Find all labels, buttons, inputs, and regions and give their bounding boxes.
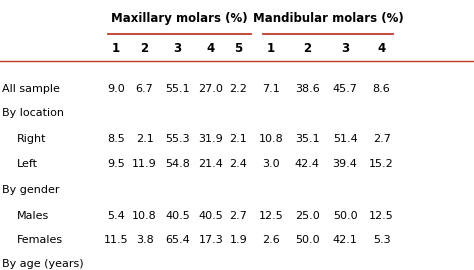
- Text: 27.0: 27.0: [199, 84, 223, 94]
- Text: 39.4: 39.4: [333, 159, 357, 169]
- Text: 2.1: 2.1: [136, 134, 154, 144]
- Text: 1: 1: [267, 42, 275, 55]
- Text: 9.5: 9.5: [107, 159, 125, 169]
- Text: 42.4: 42.4: [295, 159, 319, 169]
- Text: 42.1: 42.1: [333, 235, 357, 245]
- Text: 9.0: 9.0: [107, 84, 125, 94]
- Text: 2.2: 2.2: [229, 84, 247, 94]
- Text: 65.4: 65.4: [165, 235, 190, 245]
- Text: 51.4: 51.4: [333, 134, 357, 144]
- Text: 3: 3: [173, 42, 182, 55]
- Text: 12.5: 12.5: [369, 211, 394, 221]
- Text: 45.7: 45.7: [333, 84, 357, 94]
- Text: 55.3: 55.3: [165, 134, 190, 144]
- Text: 7.1: 7.1: [262, 84, 280, 94]
- Text: 2.4: 2.4: [229, 159, 247, 169]
- Text: 3: 3: [341, 42, 349, 55]
- Text: All sample: All sample: [2, 84, 60, 94]
- Text: 8.5: 8.5: [107, 134, 125, 144]
- Text: 6.7: 6.7: [136, 84, 154, 94]
- Text: 35.1: 35.1: [295, 134, 319, 144]
- Text: 4: 4: [207, 42, 215, 55]
- Text: 50.0: 50.0: [333, 211, 357, 221]
- Text: 2.7: 2.7: [229, 211, 247, 221]
- Text: 2.1: 2.1: [229, 134, 247, 144]
- Text: 5.3: 5.3: [373, 235, 391, 245]
- Text: 8.6: 8.6: [373, 84, 391, 94]
- Text: 1: 1: [112, 42, 120, 55]
- Text: By age (years): By age (years): [2, 259, 84, 269]
- Text: 40.5: 40.5: [199, 211, 223, 221]
- Text: 2: 2: [140, 42, 149, 55]
- Text: Maxillary molars (%): Maxillary molars (%): [111, 12, 248, 25]
- Text: 2.7: 2.7: [373, 134, 391, 144]
- Text: 1.9: 1.9: [229, 235, 247, 245]
- Text: 10.8: 10.8: [259, 134, 283, 144]
- Text: 31.9: 31.9: [199, 134, 223, 144]
- Text: 38.6: 38.6: [295, 84, 319, 94]
- Text: 5: 5: [234, 42, 243, 55]
- Text: 11.9: 11.9: [132, 159, 157, 169]
- Text: 11.5: 11.5: [104, 235, 128, 245]
- Text: 2.6: 2.6: [262, 235, 280, 245]
- Text: 40.5: 40.5: [165, 211, 190, 221]
- Text: Left: Left: [17, 159, 37, 169]
- Text: Females: Females: [17, 235, 63, 245]
- Text: Males: Males: [17, 211, 49, 221]
- Text: 15.2: 15.2: [369, 159, 394, 169]
- Text: Right: Right: [17, 134, 46, 144]
- Text: 21.4: 21.4: [199, 159, 223, 169]
- Text: 3.0: 3.0: [262, 159, 280, 169]
- Text: 2: 2: [303, 42, 311, 55]
- Text: 50.0: 50.0: [295, 235, 319, 245]
- Text: 25.0: 25.0: [295, 211, 319, 221]
- Text: 5.4: 5.4: [107, 211, 125, 221]
- Text: 55.1: 55.1: [165, 84, 190, 94]
- Text: 4: 4: [377, 42, 386, 55]
- Text: 17.3: 17.3: [199, 235, 223, 245]
- Text: Mandibular molars (%): Mandibular molars (%): [253, 12, 404, 25]
- Text: 10.8: 10.8: [132, 211, 157, 221]
- Text: 12.5: 12.5: [259, 211, 283, 221]
- Text: 54.8: 54.8: [165, 159, 190, 169]
- Text: 3.8: 3.8: [136, 235, 154, 245]
- Text: By gender: By gender: [2, 185, 60, 195]
- Text: By location: By location: [2, 108, 64, 118]
